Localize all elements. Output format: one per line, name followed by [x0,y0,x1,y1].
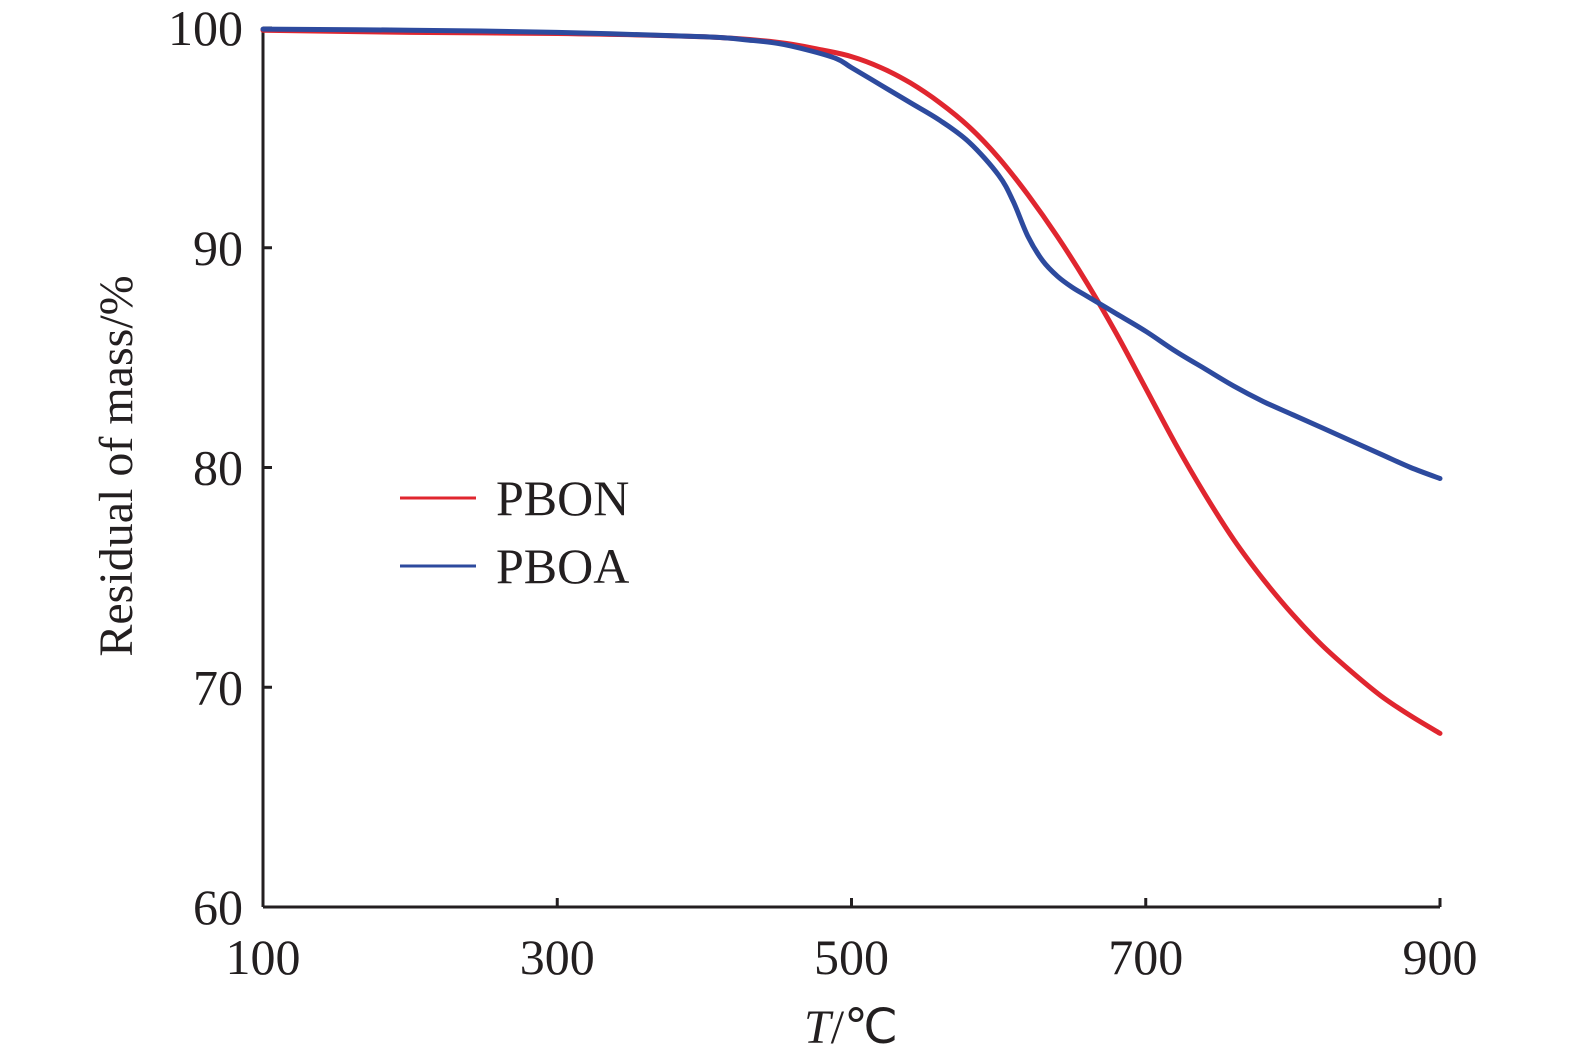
y-axis-title: Residual of mass/% [90,275,143,656]
y-tick-label: 80 [193,440,243,496]
y-tick-label: 90 [193,220,243,276]
x-tick-label: 300 [520,929,595,985]
x-tick-label: 900 [1403,929,1478,985]
legend: PBON PBOA [400,470,629,594]
x-axis-title-variable: T [804,1001,834,1054]
y-tick-label: 70 [193,659,243,715]
series-line-pbon [260,27,1443,736]
legend-label-pboa: PBOA [496,538,629,594]
x-axis-title: T/℃ [804,1001,898,1054]
x-tick-label: 700 [1108,929,1183,985]
series-line-pboa [260,26,1443,481]
legend-label-pbon: PBON [496,470,629,526]
series-lines [260,26,1443,736]
x-axis-ticks: 100 300 500 700 900 [226,898,1478,985]
y-axis-ticks: 60 70 80 90 100 [168,0,272,935]
y-tick-label: 100 [168,0,243,56]
y-tick-label: 60 [193,879,243,935]
x-axis-title-unit: /℃ [831,1001,898,1054]
x-tick-label: 100 [226,929,301,985]
x-tick-label: 500 [814,929,889,985]
